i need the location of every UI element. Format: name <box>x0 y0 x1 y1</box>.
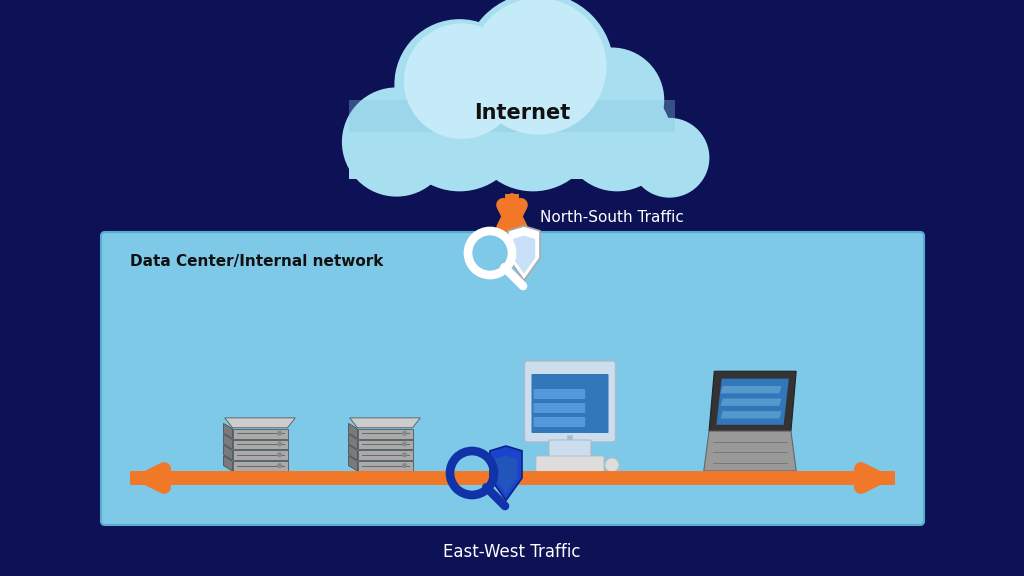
Polygon shape <box>357 429 413 438</box>
Circle shape <box>468 61 598 191</box>
Circle shape <box>394 61 524 191</box>
Circle shape <box>605 458 618 472</box>
Polygon shape <box>721 399 781 406</box>
Circle shape <box>562 82 672 191</box>
Polygon shape <box>490 446 522 501</box>
FancyBboxPatch shape <box>534 389 585 399</box>
Circle shape <box>402 441 407 446</box>
FancyBboxPatch shape <box>531 374 608 433</box>
Polygon shape <box>223 423 232 438</box>
Circle shape <box>402 431 407 435</box>
Circle shape <box>278 452 282 457</box>
FancyBboxPatch shape <box>524 361 615 442</box>
Polygon shape <box>232 461 288 471</box>
Polygon shape <box>223 434 232 449</box>
Polygon shape <box>717 378 788 425</box>
Polygon shape <box>709 372 797 431</box>
Circle shape <box>342 88 452 196</box>
Polygon shape <box>348 434 357 449</box>
FancyBboxPatch shape <box>534 403 585 413</box>
Polygon shape <box>357 461 413 471</box>
Polygon shape <box>348 445 357 460</box>
Circle shape <box>402 452 407 457</box>
Circle shape <box>403 24 519 139</box>
Circle shape <box>278 431 282 435</box>
Text: Data Center/Internal network: Data Center/Internal network <box>130 254 383 269</box>
Polygon shape <box>224 418 295 428</box>
Polygon shape <box>703 431 797 471</box>
Polygon shape <box>232 429 288 438</box>
Circle shape <box>463 0 613 144</box>
Polygon shape <box>495 456 517 494</box>
Circle shape <box>278 441 282 446</box>
Polygon shape <box>223 456 232 471</box>
Polygon shape <box>223 445 232 460</box>
Polygon shape <box>513 236 536 274</box>
Text: North-South Traffic: North-South Traffic <box>540 210 684 225</box>
FancyBboxPatch shape <box>536 456 604 474</box>
FancyBboxPatch shape <box>101 232 924 525</box>
Polygon shape <box>348 423 357 438</box>
Circle shape <box>559 47 665 153</box>
Polygon shape <box>348 456 357 471</box>
Polygon shape <box>357 439 413 449</box>
Text: East-West Traffic: East-West Traffic <box>443 543 581 561</box>
FancyBboxPatch shape <box>549 440 591 457</box>
Circle shape <box>278 463 282 468</box>
Polygon shape <box>349 100 675 131</box>
Polygon shape <box>721 386 781 393</box>
Polygon shape <box>508 226 540 281</box>
Polygon shape <box>357 450 413 460</box>
Polygon shape <box>721 411 781 419</box>
Circle shape <box>402 463 407 468</box>
Circle shape <box>394 19 524 149</box>
FancyBboxPatch shape <box>534 417 585 427</box>
Polygon shape <box>232 450 288 460</box>
Text: Internet: Internet <box>474 103 570 123</box>
Polygon shape <box>350 418 420 428</box>
Circle shape <box>470 0 606 135</box>
Bar <box>349 121 675 179</box>
Polygon shape <box>232 439 288 449</box>
Circle shape <box>630 118 710 198</box>
